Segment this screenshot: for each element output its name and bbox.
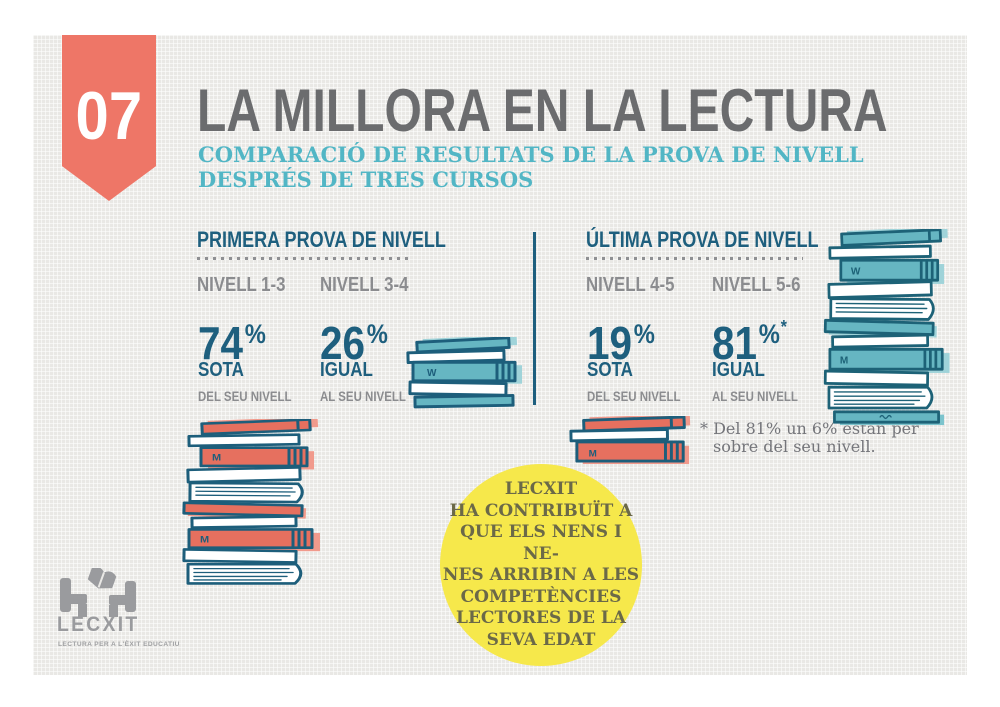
stat-percent-74: 74% xyxy=(198,320,267,366)
subtitle-line-1: COMPARACIÓ DE RESULTATS DE LA PROVA DE N… xyxy=(198,142,864,167)
percent-value: 81 xyxy=(712,317,758,369)
stat-percent-26: 26% xyxy=(320,320,389,366)
page-title: LA MILLORA EN LA LECTURA xyxy=(197,77,888,144)
stat-relation-74: SOTA xyxy=(198,359,244,381)
stat-relation-19: SOTA xyxy=(587,359,633,381)
percent-value: 74 xyxy=(198,317,244,369)
highlight-line-2: HA CONTRIBUÏT A xyxy=(449,500,633,521)
book-spine-letter: M xyxy=(589,448,597,459)
level-label-3-4: NIVELL 3-4 xyxy=(320,273,409,296)
highlight-line-1: LECXIT xyxy=(504,479,578,499)
level-label-1-3: NIVELL 1-3 xyxy=(197,273,286,296)
footnote-line-2: sobre del seu nivell. xyxy=(713,436,876,456)
percent-value: 26 xyxy=(320,317,366,369)
highlight-line-6: LECTORES DE LA xyxy=(456,608,626,628)
percent-sign: % xyxy=(758,319,780,349)
highlight-line-5: COMPETÈNCIES xyxy=(460,586,622,607)
chapter-ribbon: 07 xyxy=(62,35,156,201)
book-stack-coral-large: M M xyxy=(182,419,320,585)
highlight-line-7: SEVA EDAT xyxy=(486,629,596,650)
subtitle-line-2: DESPRÉS DE TRES CURSOS xyxy=(198,167,534,192)
stat-relation-26: IGUAL xyxy=(320,359,373,381)
group-header-first-test: PRIMERA PROVA DE NIVELL xyxy=(197,227,446,252)
percent-sign: % xyxy=(633,319,655,349)
stat-relation-sub-19: DEL SEU NIVELL xyxy=(587,389,681,404)
book-spine-letter: W xyxy=(427,368,437,379)
stat-percent-19: 19% xyxy=(587,320,656,366)
book-spine-letter: M xyxy=(212,453,221,463)
level-label-4-5: NIVELL 4-5 xyxy=(586,273,675,296)
page-subtitle: COMPARACIÓ DE RESULTATS DE LA PROVA DE N… xyxy=(198,142,864,192)
stat-relation-sub-81: AL SEU NIVELL xyxy=(712,389,798,404)
percent-sign: % xyxy=(244,319,266,349)
chairs-and-open-book-icon xyxy=(60,568,136,617)
chapter-number-text: 07 xyxy=(75,78,143,154)
highlight-line-3: QUE ELS NENS I NE- xyxy=(460,522,622,564)
stat-relation-81: IGUAL xyxy=(712,359,765,381)
group-header-last-test: ÚLTIMA PROVA DE NIVELL xyxy=(586,227,819,252)
chapter-number: 07 xyxy=(62,82,156,150)
logo-tagline: LECTURA PER A L'ÈXIT EDUCATIU xyxy=(58,641,180,648)
section-divider xyxy=(533,232,536,405)
dotted-rule-first xyxy=(197,257,410,260)
dotted-rule-last xyxy=(586,257,803,260)
highlight-line-4: NES ARRIBIN A LES xyxy=(442,565,640,585)
percent-asterisk: * xyxy=(780,317,787,337)
logo-wordmark: LECXIT xyxy=(57,613,140,636)
percent-sign: % xyxy=(366,319,388,349)
book-spine-letter: M xyxy=(840,355,848,366)
book-spine-letter: M xyxy=(200,535,209,545)
stat-relation-sub-74: DEL SEU NIVELL xyxy=(198,389,292,404)
book-spine-letter: W xyxy=(851,266,861,277)
book-stack-teal-large: W M xyxy=(823,229,950,426)
book-stack-coral-small: M xyxy=(569,416,691,464)
level-label-5-6: NIVELL 5-6 xyxy=(712,273,801,296)
book-stack-teal-small: W xyxy=(406,337,522,409)
highlight-circle: LECXIT HA CONTRIBUÏT A QUE ELS NENS I NE… xyxy=(440,464,642,666)
stat-relation-sub-26: AL SEU NIVELL xyxy=(320,389,406,404)
stat-percent-81: 81% * xyxy=(712,317,787,369)
percent-value: 19 xyxy=(587,317,633,369)
